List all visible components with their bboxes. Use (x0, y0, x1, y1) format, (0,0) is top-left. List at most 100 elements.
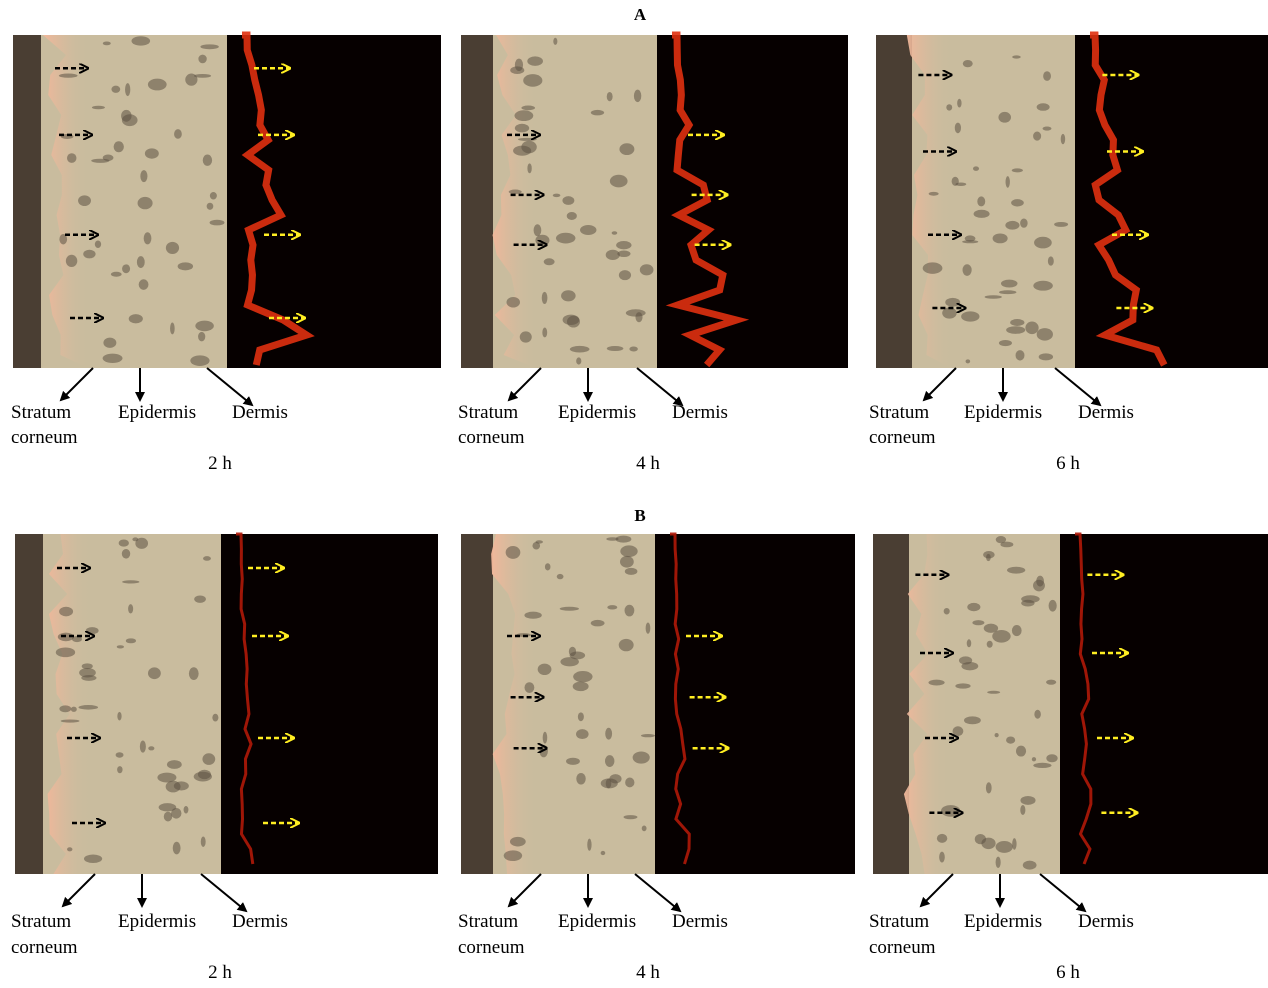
label-stratum: Stratum (11, 402, 71, 423)
texture-spot (61, 719, 80, 722)
label-time: 6 h (1056, 962, 1080, 983)
label-corneum: corneum (458, 427, 525, 448)
texture-spot (578, 712, 584, 721)
label-dermis: Dermis (1078, 911, 1134, 932)
texture-spot (194, 595, 206, 602)
texture-spot (534, 224, 542, 236)
texture-spot (524, 612, 541, 619)
label-stratum: Stratum (11, 911, 71, 932)
texture-spot (1034, 237, 1052, 249)
texture-spot (955, 123, 961, 134)
texture-spot (557, 574, 564, 579)
texture-spot (514, 110, 533, 121)
texture-spot (1023, 861, 1037, 870)
texture-spot (157, 773, 176, 783)
label-stratum: Stratum (869, 402, 929, 423)
texture-spot (929, 192, 939, 196)
texture-spot (634, 90, 641, 102)
texture-spot (1037, 328, 1053, 341)
texture-spot (173, 842, 181, 855)
texture-spot (962, 240, 978, 243)
texture-spot (129, 314, 143, 323)
label-time: 2 h (208, 453, 232, 474)
texture-spot (509, 190, 522, 194)
texture-spot (573, 671, 592, 682)
texture-spot (1006, 326, 1025, 334)
texture-spot (140, 740, 146, 752)
texture-spot (527, 163, 531, 173)
fluorescence-field (221, 534, 438, 874)
texture-spot (1033, 131, 1041, 140)
texture-spot (1043, 126, 1052, 130)
texture-spot (967, 603, 980, 611)
texture-spot (993, 233, 1008, 243)
label-corneum: corneum (458, 937, 525, 958)
label-epidermis: Epidermis (118, 911, 196, 932)
texture-spot (1012, 625, 1022, 636)
texture-spot (1012, 168, 1023, 172)
texture-spot (525, 682, 535, 693)
texture-spot (563, 315, 580, 325)
texture-spot (510, 66, 524, 74)
texture-spot (91, 159, 109, 163)
label-stratum: Stratum (869, 911, 929, 932)
texture-spot (977, 196, 985, 206)
texture-spot (78, 195, 91, 206)
texture-spot (587, 839, 591, 851)
texture-spot (959, 656, 972, 664)
texture-spot (944, 608, 950, 614)
texture-spot (84, 854, 102, 863)
fluorescence-field (1060, 534, 1268, 874)
texture-spot (642, 826, 647, 832)
texture-spot (121, 110, 131, 122)
texture-spot (544, 258, 555, 265)
texture-spot (126, 638, 136, 643)
background (461, 35, 493, 368)
texture-spot (1033, 281, 1053, 291)
texture-spot (538, 664, 552, 675)
texture-spot (607, 92, 613, 101)
texture-spot (148, 79, 167, 91)
texture-spot (198, 332, 205, 341)
texture-spot (539, 745, 547, 757)
pointer-arrow (207, 368, 252, 405)
texture-spot (1061, 134, 1065, 144)
texture-spot (203, 556, 211, 561)
texture-spot (122, 580, 139, 583)
texture-spot (145, 148, 159, 158)
texture-spot (1033, 763, 1051, 768)
texture-spot (1016, 350, 1025, 360)
texture-spot (170, 323, 175, 335)
texture-spot (966, 359, 971, 363)
texture-spot (166, 242, 179, 254)
texture-spot (999, 290, 1016, 294)
texture-spot (119, 539, 129, 546)
label-dermis: Dermis (672, 911, 728, 932)
texture-spot (1049, 600, 1057, 612)
label-epidermis: Epidermis (558, 402, 636, 423)
texture-spot (625, 605, 635, 617)
texture-spot (972, 620, 984, 625)
label-stratum: Stratum (458, 402, 518, 423)
texture-spot (207, 203, 214, 210)
texture-spot (210, 220, 225, 226)
texture-spot (167, 760, 182, 769)
micrograph (15, 534, 438, 874)
texture-spot (59, 607, 73, 617)
texture-spot (986, 782, 992, 793)
background (15, 534, 43, 874)
micrograph (876, 35, 1268, 368)
texture-spot (963, 264, 972, 276)
background (873, 534, 909, 874)
texture-spot (1033, 580, 1045, 592)
texture-spot (148, 746, 154, 750)
texture-spot (1046, 754, 1057, 762)
texture-spot (122, 549, 130, 559)
texture-spot (967, 639, 971, 647)
texture-spot (570, 346, 590, 353)
texture-spot (629, 346, 637, 351)
texture-spot (543, 732, 548, 744)
texture-spot (195, 321, 214, 332)
texture-spot (646, 623, 651, 634)
texture-spot (95, 240, 101, 248)
